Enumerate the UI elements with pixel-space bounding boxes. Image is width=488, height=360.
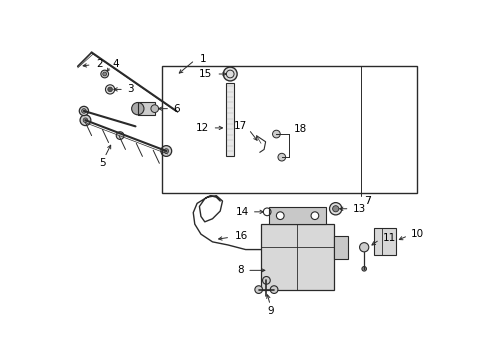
Text: 14: 14 — [235, 207, 248, 217]
Text: 16: 16 — [234, 231, 247, 242]
Bar — [268, 207, 326, 224]
Text: 13: 13 — [352, 204, 365, 214]
Bar — [138, 103, 154, 115]
Circle shape — [107, 87, 112, 92]
Text: 10: 10 — [410, 229, 424, 239]
Text: 6: 6 — [173, 104, 180, 114]
Text: 11: 11 — [382, 233, 395, 243]
Bar — [226, 83, 234, 156]
Circle shape — [102, 72, 106, 76]
Text: 7: 7 — [364, 196, 370, 206]
Circle shape — [131, 103, 143, 115]
Text: 17: 17 — [233, 121, 246, 131]
Circle shape — [81, 109, 86, 113]
Circle shape — [101, 70, 108, 78]
Circle shape — [276, 212, 284, 220]
Circle shape — [359, 243, 368, 252]
Text: 3: 3 — [127, 84, 133, 94]
Circle shape — [310, 212, 318, 220]
Bar — [162, 66, 416, 193]
Circle shape — [254, 286, 262, 293]
Circle shape — [79, 106, 88, 116]
Bar — [261, 224, 333, 289]
Circle shape — [83, 118, 87, 122]
Text: 4: 4 — [112, 59, 119, 69]
Text: 9: 9 — [266, 306, 273, 316]
Circle shape — [277, 153, 285, 161]
Circle shape — [80, 115, 91, 126]
Text: 15: 15 — [198, 69, 211, 79]
Circle shape — [161, 145, 171, 156]
Text: 2: 2 — [96, 59, 102, 69]
Text: 1: 1 — [199, 54, 205, 64]
Text: 5: 5 — [99, 158, 105, 167]
Text: 18: 18 — [293, 125, 306, 134]
Text: 12: 12 — [196, 123, 209, 133]
Bar — [373, 228, 395, 255]
Circle shape — [272, 130, 280, 138]
Text: 8: 8 — [237, 265, 244, 275]
Bar — [333, 236, 347, 259]
Circle shape — [116, 132, 123, 139]
Circle shape — [163, 149, 168, 153]
Circle shape — [361, 266, 366, 271]
Circle shape — [223, 67, 237, 81]
Circle shape — [270, 286, 277, 293]
Circle shape — [329, 203, 341, 215]
Circle shape — [262, 276, 270, 284]
Circle shape — [332, 206, 338, 212]
Circle shape — [105, 85, 115, 94]
Circle shape — [151, 105, 158, 112]
